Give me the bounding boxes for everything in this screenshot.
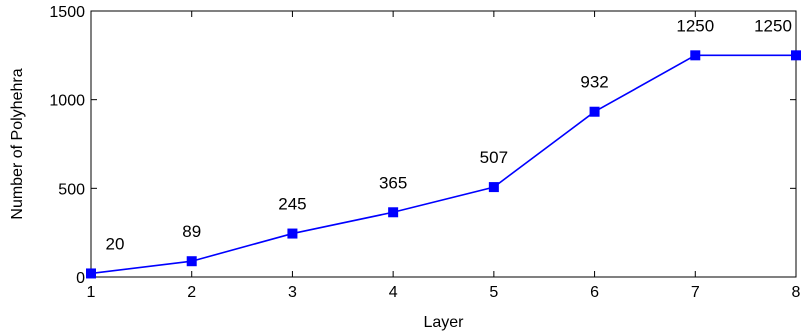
data-point [690,50,701,61]
data-point [791,50,801,61]
data-label: 89 [182,222,201,241]
data-point [86,268,96,279]
y-tick-label: 1500 [49,4,85,21]
data-label: 20 [106,234,125,253]
data-point [488,182,499,193]
data-point [388,207,399,218]
data-label: 1250 [676,16,714,35]
data-point [287,228,298,239]
y-tick-label: 500 [58,181,85,198]
data-label: 365 [379,173,407,192]
x-tick-label: 7 [691,284,700,301]
y-tick-label: 0 [76,270,85,287]
series-markers [86,50,801,279]
data-point [186,256,197,267]
data-label: 932 [580,73,608,92]
data-labels: 20 89 245 365 507 932 1250 1250 [106,16,792,253]
x-tick-label: 5 [489,284,498,301]
y-axis-title: Number of Polyhehra [9,68,26,219]
data-label: 245 [278,195,306,214]
x-tick-label: 6 [590,284,599,301]
x-tick-label: 3 [288,284,297,301]
y-tick-label: 1000 [49,93,85,110]
x-tick-label: 1 [87,284,96,301]
x-axis-title: Layer [423,314,464,331]
plot-area-frame [90,10,797,278]
tick-labels: 1 2 3 4 5 6 7 8 0 500 1000 1500 [49,4,800,301]
x-tick-label: 8 [792,284,801,301]
x-tick-label: 2 [187,284,196,301]
series-line [90,54,796,275]
data-label: 1250 [754,16,792,35]
data-point [589,106,600,117]
data-label: 507 [480,148,508,167]
x-tick-label: 4 [389,284,398,301]
